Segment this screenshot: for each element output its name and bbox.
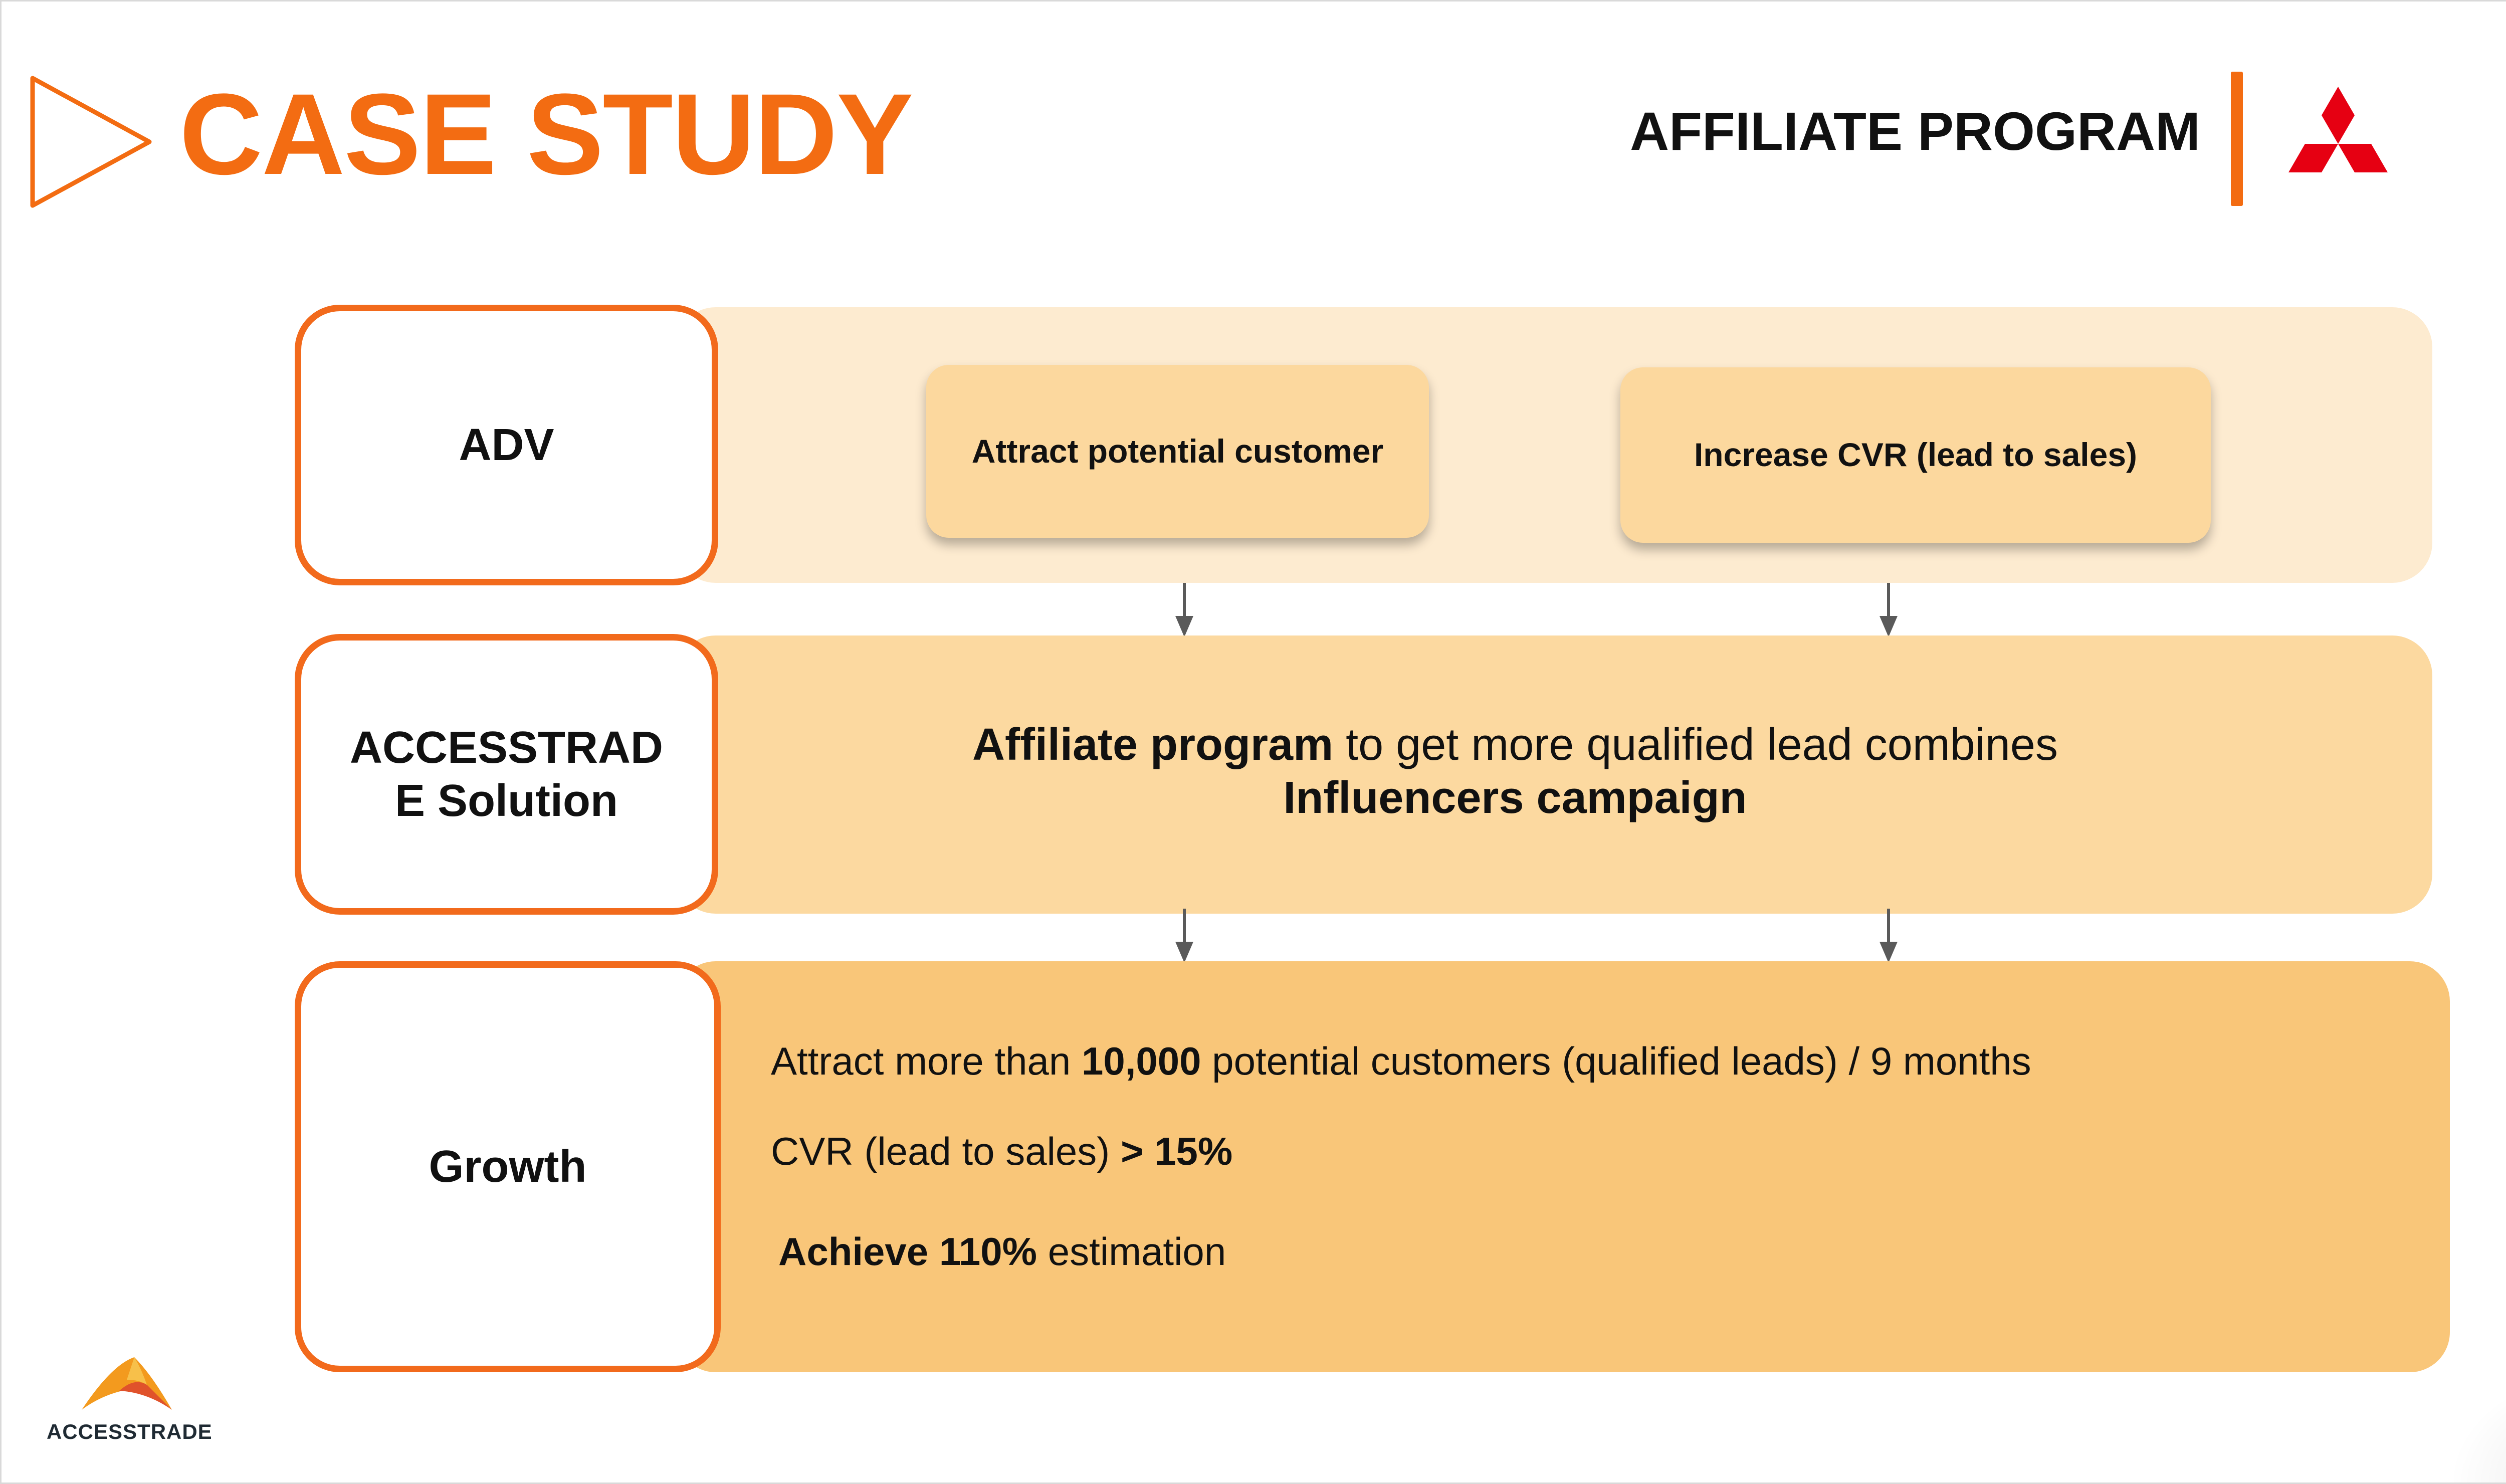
program-title: AFFILIATE PROGRAM (1630, 101, 2200, 161)
solution-band (676, 635, 2432, 914)
growth-line-cvr: CVR (lead to sales) > 15% (771, 1132, 1232, 1171)
solution-description: Affiliate program to get more qualified … (718, 718, 2312, 824)
growth-line-leads-pre: Attract more than (771, 1039, 1082, 1083)
solution-regular: to get more qualified lead combines (1333, 720, 2058, 770)
play-outline-icon (30, 76, 152, 208)
growth-line-leads-bold: 10,000 (1081, 1039, 1201, 1083)
down-arrow-icon (1175, 583, 1193, 637)
solution-label-box: ACCESSTRADE Solution (295, 634, 718, 915)
growth-line-cvr-bold: > 15% (1120, 1129, 1233, 1173)
solution-bold-influencers: Influencers campaign (1283, 773, 1747, 823)
accesstrade-logo-icon (82, 1357, 172, 1410)
down-arrow-icon (1880, 909, 1898, 963)
adv-label-box: ADV (295, 305, 718, 585)
goal-cvr-text: Increase CVR (lead to sales) (1694, 436, 2138, 474)
adv-label: ADV (459, 419, 554, 470)
goal-card-attract: Attract potential customer (926, 365, 1429, 538)
growth-label: Growth (429, 1141, 587, 1192)
growth-line-estimation-post: estimation (1037, 1229, 1226, 1274)
growth-line-cvr-pre: CVR (lead to sales) (771, 1129, 1121, 1173)
accesstrade-logo: ACCESSTRADE (47, 1355, 213, 1445)
down-arrow-icon (1175, 909, 1193, 963)
solution-bold-affiliate: Affiliate program (972, 720, 1334, 770)
header-divider (2231, 72, 2243, 206)
growth-line-leads: Attract more than 10,000 potential custo… (771, 1041, 2031, 1081)
page-title: CASE STUDY (179, 70, 913, 198)
growth-line-leads-post: potential customers (qualified leads) / … (1201, 1039, 2031, 1083)
corner-shadow (2448, 1362, 2506, 1482)
growth-label-box: Growth (295, 961, 721, 1372)
accesstrade-logo-text: ACCESSTRADE (47, 1420, 213, 1443)
three-diamond-logo-icon (2288, 87, 2388, 172)
goal-card-cvr: Increase CVR (lead to sales) (1620, 367, 2211, 543)
growth-line-estimation: Achieve 110% estimation (778, 1232, 1226, 1271)
growth-band (676, 961, 2450, 1372)
down-arrow-icon (1880, 583, 1898, 637)
solution-label: ACCESSTRADE Solution (349, 722, 664, 826)
growth-line-estimation-bold: Achieve 110% (778, 1229, 1037, 1274)
goal-attract-text: Attract potential customer (971, 432, 1384, 470)
